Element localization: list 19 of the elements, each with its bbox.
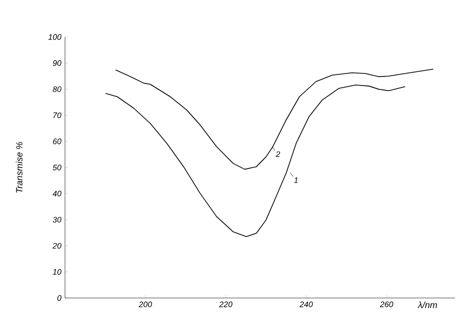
x-tick-label: 200 <box>138 302 152 308</box>
y-tick-label: 90 <box>52 60 62 66</box>
y-tick-label: 20 <box>52 242 62 249</box>
x-axis-title: λ/nm <box>418 302 437 308</box>
x-tick-label: 220 <box>219 302 232 308</box>
x-tick-label: 240 <box>300 302 313 308</box>
annotation: 2 <box>276 151 280 157</box>
y-tick-label: 40 <box>52 190 62 196</box>
y-tick-label: 10 <box>52 269 62 275</box>
x-tick-label: 260 <box>380 302 394 308</box>
y-tick-label: 60 <box>53 138 62 144</box>
y-tick-label: 50 <box>52 164 62 170</box>
y-tick-label: 80 <box>52 86 62 92</box>
y-axis-title: Transmise % <box>16 142 22 193</box>
annotation: 1 <box>294 177 298 183</box>
y-tick-label: 100 <box>48 34 62 40</box>
y-tick-label: 0 <box>57 295 62 301</box>
y-tick-label: 70 <box>53 112 62 118</box>
y-tick-label: 30 <box>52 216 62 223</box>
